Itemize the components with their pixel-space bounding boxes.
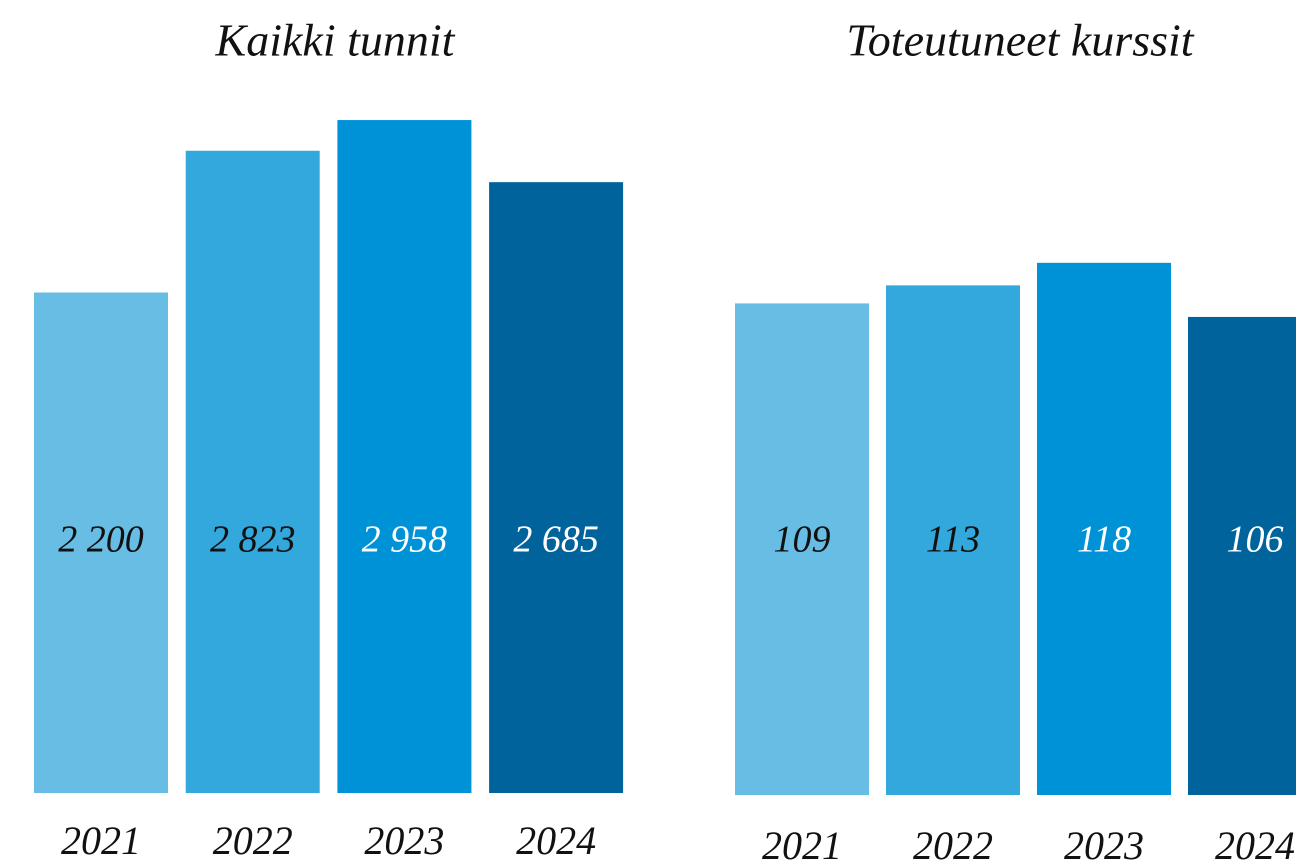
value-label: 2 823	[210, 519, 296, 561]
x-tick-label: 2024	[516, 818, 596, 863]
value-label: 2 200	[58, 519, 144, 561]
x-tick-label: 2023	[1064, 823, 1144, 866]
bar	[489, 182, 624, 794]
x-tick-label: 2024	[1215, 823, 1295, 866]
value-label: 113	[926, 519, 980, 561]
x-tick-label: 2021	[61, 818, 141, 863]
x-tick-label: 2023	[364, 818, 444, 863]
value-label: 2 685	[513, 519, 599, 561]
chart-title: Kaikki tunnit	[215, 15, 456, 66]
x-tick-label: 2022	[213, 818, 293, 863]
value-label: 106	[1227, 519, 1284, 561]
bar	[735, 303, 869, 795]
bar	[886, 285, 1020, 795]
bar	[1037, 262, 1171, 795]
x-tick-label: 2022	[913, 823, 993, 866]
x-tick-label: 2021	[762, 823, 842, 866]
bar	[34, 292, 168, 793]
value-label: 2 958	[362, 519, 448, 561]
chart-title: Toteutuneet kurssit	[846, 15, 1194, 66]
bar	[337, 120, 472, 794]
bar	[185, 150, 320, 793]
value-label: 118	[1077, 519, 1131, 561]
value-label: 109	[774, 519, 831, 561]
bar	[1188, 316, 1296, 795]
